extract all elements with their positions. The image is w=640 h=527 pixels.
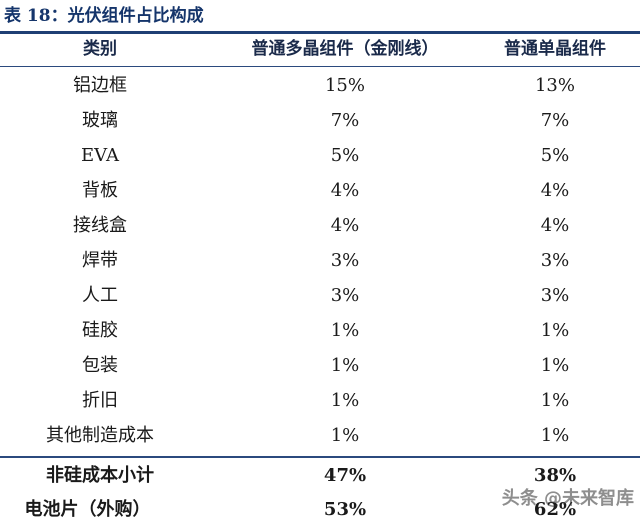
table-row: 其他制造成本 1% 1% <box>0 418 640 453</box>
cell-cost-row: 电池片（外购） 53% 62% <box>0 492 640 527</box>
table-row: EVA 5% 5% <box>0 138 640 173</box>
row-poly-value: 1% <box>330 320 360 341</box>
header-rule <box>0 66 640 67</box>
row-category: EVA <box>81 145 119 166</box>
cell-cost-mono-value: 62% <box>533 499 577 520</box>
subtotal-row: 非硅成本小计 47% 38% <box>0 458 640 493</box>
row-poly-value: 1% <box>330 425 360 446</box>
table-row: 焊带 3% 3% <box>0 243 640 278</box>
table-row: 玻璃 7% 7% <box>0 103 640 138</box>
top-rule <box>0 31 640 34</box>
row-poly-value: 1% <box>330 390 360 411</box>
row-mono-value: 3% <box>540 285 570 306</box>
row-mono-value: 4% <box>540 180 570 201</box>
subtotal-mono-value: 38% <box>533 465 577 486</box>
row-category: 其他制造成本 <box>46 425 154 446</box>
row-poly-value: 7% <box>330 110 360 131</box>
row-poly-value: 4% <box>330 180 360 201</box>
row-category: 包装 <box>82 355 118 376</box>
row-category: 铝边框 <box>73 75 127 96</box>
row-poly-value: 1% <box>330 355 360 376</box>
table-row: 背板 4% 4% <box>0 173 640 208</box>
row-category: 玻璃 <box>82 110 118 131</box>
table-row: 接线盒 4% 4% <box>0 208 640 243</box>
row-poly-value: 4% <box>330 215 360 236</box>
header-mono: 普通单晶组件 <box>504 39 606 59</box>
table-row: 包装 1% 1% <box>0 348 640 383</box>
row-poly-value: 15% <box>324 75 365 96</box>
row-poly-value: 3% <box>330 250 360 271</box>
table-row: 人工 3% 3% <box>0 278 640 313</box>
row-poly-value: 3% <box>330 285 360 306</box>
row-mono-value: 4% <box>540 215 570 236</box>
row-category: 接线盒 <box>73 215 127 236</box>
cell-cost-label: 电池片（外购） <box>24 499 151 520</box>
row-mono-value: 1% <box>540 320 570 341</box>
row-category: 人工 <box>82 285 118 306</box>
row-category: 硅胶 <box>82 320 118 341</box>
row-mono-value: 3% <box>540 250 570 271</box>
subtotal-poly-value: 47% <box>323 465 367 486</box>
table-header: 类别 普通多晶组件（金刚线） 普通单晶组件 <box>0 32 640 67</box>
table-row: 硅胶 1% 1% <box>0 313 640 348</box>
header-category: 类别 <box>83 39 117 59</box>
row-mono-value: 5% <box>540 145 570 166</box>
row-mono-value: 1% <box>540 425 570 446</box>
row-mono-value: 1% <box>540 355 570 376</box>
subtotal-rule <box>0 456 640 458</box>
row-category: 焊带 <box>82 250 118 271</box>
row-poly-value: 5% <box>330 145 360 166</box>
cell-cost-poly-value: 53% <box>323 499 367 520</box>
row-category: 背板 <box>82 180 118 201</box>
subtotal-label: 非硅成本小计 <box>46 465 154 486</box>
row-mono-value: 1% <box>540 390 570 411</box>
header-poly: 普通多晶组件（金刚线） <box>251 39 439 59</box>
table-title: 表 18：光伏组件占比构成 <box>4 6 204 26</box>
row-mono-value: 13% <box>534 75 575 96</box>
row-mono-value: 7% <box>540 110 570 131</box>
watermark: 头条 @未来智库 <box>501 488 634 509</box>
table-row: 铝边框 15% 13% <box>0 68 640 103</box>
row-category: 折旧 <box>82 390 118 411</box>
table-row: 折旧 1% 1% <box>0 383 640 418</box>
